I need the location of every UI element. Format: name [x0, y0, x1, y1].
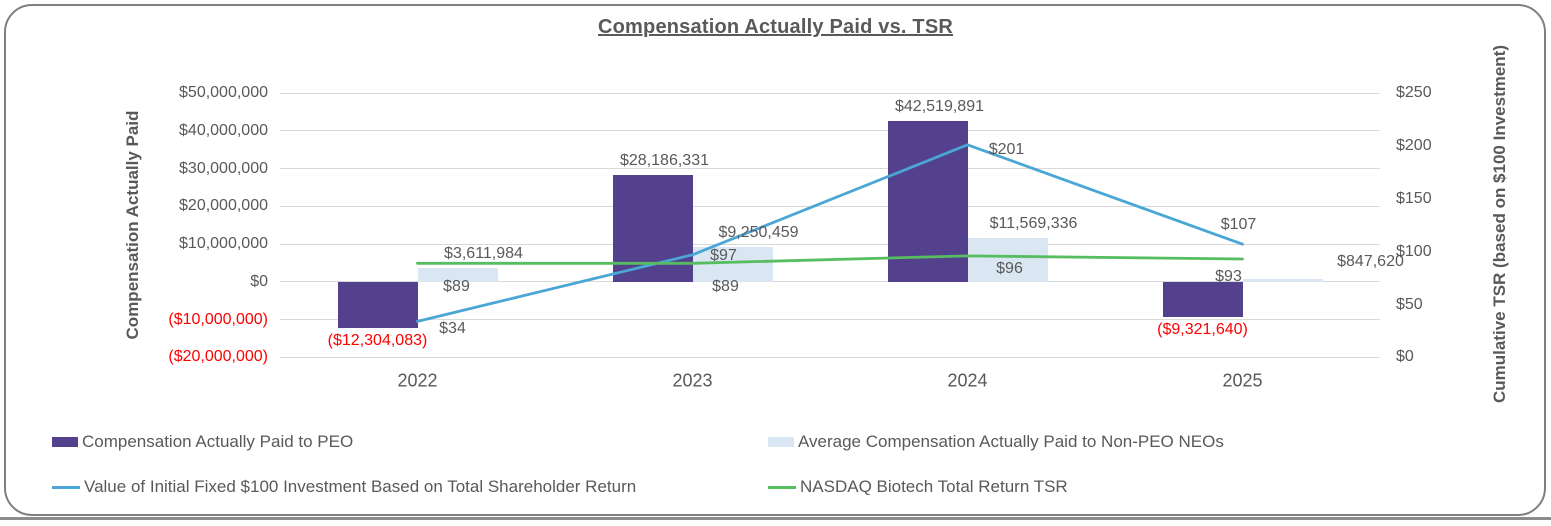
right-axis-tick: $200 [1396, 136, 1432, 154]
bar-data-label: $42,519,891 [895, 98, 984, 116]
legend-item-0: Compensation Actually Paid to PEO [52, 432, 353, 452]
left-axis-tick: $40,000,000 [179, 121, 268, 139]
legend-bar-swatch [768, 437, 794, 447]
bar-peo-2025 [1162, 281, 1243, 318]
bar-nonpeo-2025 [1242, 278, 1323, 282]
line-data-label: $96 [996, 259, 1023, 277]
left-axis-tick: $10,000,000 [179, 235, 268, 253]
right-axis-tick: $150 [1396, 189, 1432, 207]
bar-data-label: $847,620 [1337, 253, 1404, 270]
category-label-2023: 2023 [672, 370, 713, 391]
bottom-horizontal-rule [0, 517, 1551, 520]
bar-data-label: ($12,304,083) [327, 332, 428, 350]
category-label-2024: 2024 [947, 370, 988, 391]
right-axis-tick: $250 [1396, 84, 1432, 101]
right-axis-tick: $0 [1396, 348, 1414, 366]
gridline [280, 281, 1380, 283]
chart-title: Compensation Actually Paid vs. TSR [597, 16, 954, 38]
legend-bar-swatch [52, 437, 78, 447]
line-series-0 [416, 143, 1244, 323]
line-data-label: $107 [1220, 216, 1257, 234]
bar-nonpeo-2022 [417, 268, 498, 282]
figure-rounded-border [4, 4, 1546, 516]
line-data-label: $89 [443, 278, 470, 296]
legend-label: Value of Initial Fixed $100 Investment B… [84, 477, 637, 496]
gridline [280, 205, 1380, 207]
gridline [280, 319, 1380, 321]
category-label-2025: 2025 [1222, 370, 1263, 391]
right-axis-tick: $50 [1396, 295, 1423, 313]
bar-peo-2022 [337, 281, 418, 329]
legend-line-swatch [768, 485, 796, 489]
left-axis-tick: ($10,000,000) [168, 310, 268, 328]
legend-label: Compensation Actually Paid to PEO [82, 432, 354, 451]
left-axis-tick: $50,000,000 [179, 84, 268, 101]
legend-line-swatch [52, 485, 80, 489]
bar-data-label: ($9,321,640) [1157, 321, 1248, 339]
left-axis-tick: $0 [250, 272, 268, 290]
legend-item-2: Value of Initial Fixed $100 Investment B… [52, 477, 636, 497]
line-data-label: $34 [439, 320, 466, 338]
gridline [280, 92, 1380, 94]
line-data-label: $93 [1215, 268, 1242, 286]
legend-label: NASDAQ Biotech Total Return TSR [800, 477, 1068, 496]
gridline [280, 168, 1380, 170]
line-data-label: $89 [712, 278, 739, 296]
left-axis-tick: ($20,000,000) [168, 348, 268, 366]
bar-data-label: $11,569,336 [989, 215, 1078, 233]
bar-nonpeo-2023 [692, 246, 773, 282]
legend-label: Average Compensation Actually Paid to No… [798, 432, 1224, 451]
line-series-1 [416, 254, 1244, 265]
legend-item-1: Average Compensation Actually Paid to No… [768, 432, 1224, 452]
bar-data-label: $3,611,984 [444, 245, 523, 263]
left-axis-tick: $20,000,000 [179, 197, 268, 215]
legend-item-3: NASDAQ Biotech Total Return TSR [768, 477, 1068, 497]
line-data-label: $201 [988, 140, 1025, 158]
gridline [280, 130, 1380, 132]
category-label-2022: 2022 [397, 370, 438, 391]
bar-data-label: $9,250,459 [718, 223, 799, 241]
bar-data-label: $28,186,331 [620, 152, 709, 170]
right-axis-tick: $100 [1396, 242, 1432, 260]
bar-nonpeo-2024 [967, 238, 1048, 282]
gridline [280, 356, 1380, 358]
gridline [280, 243, 1380, 245]
left-axis-tick: $30,000,000 [179, 159, 268, 177]
line-data-label: $97 [710, 246, 737, 264]
